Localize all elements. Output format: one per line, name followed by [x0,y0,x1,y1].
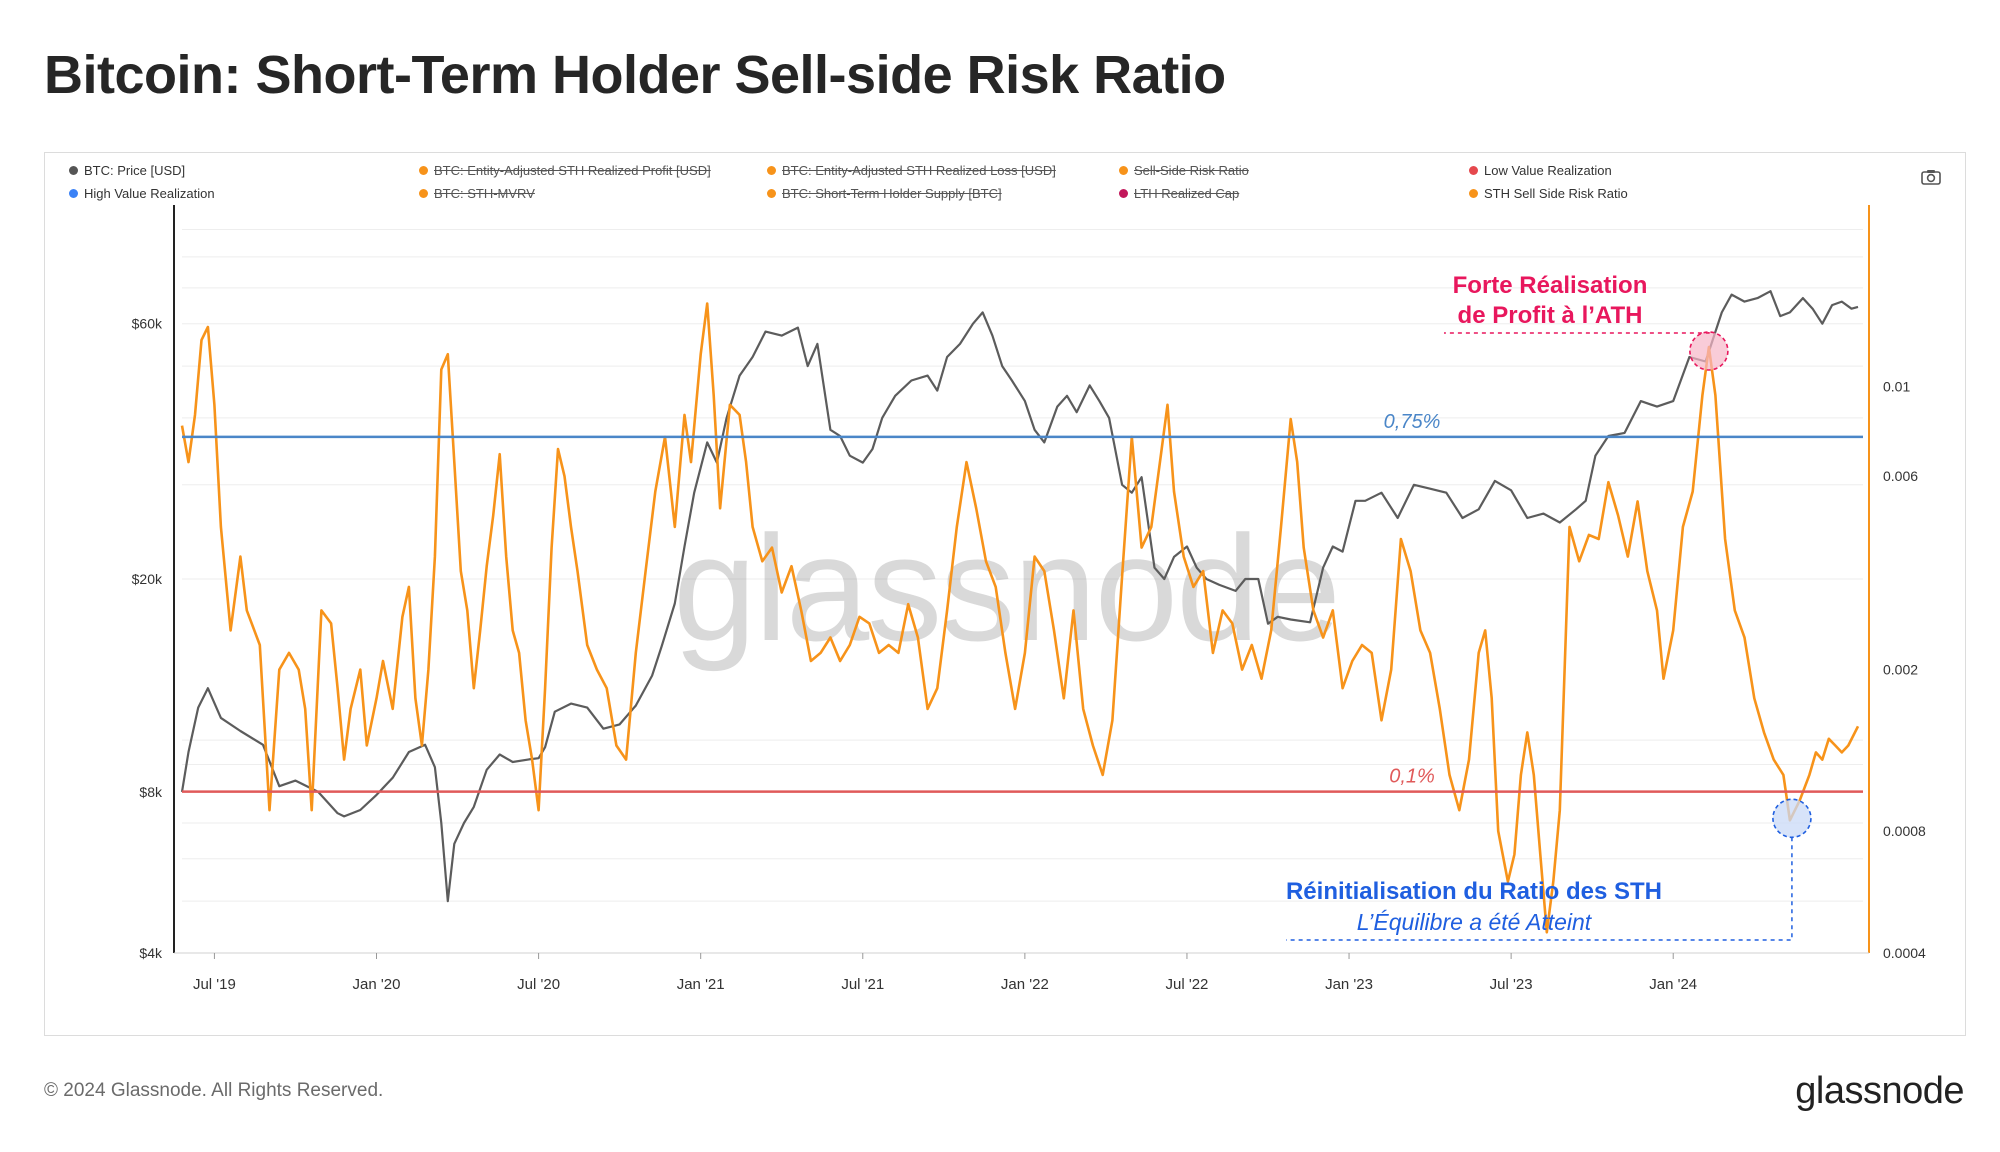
legend-dot [767,166,776,175]
series-layer [180,290,1860,934]
legend-dot [1119,189,1128,198]
legend-dot [69,166,78,175]
x-tick-label: Jan '22 [1001,976,1049,993]
x-tick-label: Jan '21 [677,976,725,993]
y-left-tick-label: $4k [139,945,163,961]
legend-item-sth-sell-side-risk-ratio[interactable]: STH Sell Side Risk Ratio [1469,186,1628,201]
legend-label: LTH Realized Cap [1134,186,1240,201]
y-left-tick-label: $8k [139,784,163,800]
legend-dot [69,189,78,198]
reset-annotation-title: Réinitialisation du Ratio des STH [1286,878,1662,905]
legend-item-high-value-realization[interactable]: High Value Realization [69,186,215,201]
y-right-tick-label: 0.01 [1883,378,1910,394]
legend-label: Sell-Side Risk Ratio [1134,163,1249,178]
annotation-layer: Forte Réalisation de Profit à l’ATH Réinit… [1286,272,1812,941]
legend-item-btc-price[interactable]: BTC: Price [USD] [69,163,185,178]
low-value-label: 0,1% [1389,766,1435,788]
reset-leader-line [1286,837,1793,941]
legend-item-sth-mvrv[interactable]: BTC: STH-MVRV [419,186,535,201]
legend-item-lth-realized-cap[interactable]: LTH Realized Cap [1119,186,1239,201]
high-value-label: 0,75% [1384,411,1441,433]
ath-marker [1689,331,1729,371]
legend-dot [419,166,428,175]
legend-label: BTC: Entity-Adjusted STH Realized Loss [… [782,163,1056,178]
ath-annotation-text: de Profit à l’ATH [1458,302,1643,329]
y-right-tick-label: 0.006 [1883,468,1918,484]
grid-layer [182,228,1863,902]
legend-item-sth-realized-profit[interactable]: BTC: Entity-Adjusted STH Realized Profit… [419,163,711,178]
legend-label: STH Sell Side Risk Ratio [1484,186,1628,201]
copyright-text: © 2024 Glassnode. All Rights Reserved. [44,1080,384,1101]
legend-label: High Value Realization [84,186,215,201]
chart-frame: BTC: Price [USD] BTC: Entity-Adjusted ST… [44,152,1966,1036]
ath-annotation-text: Forte Réalisation [1453,272,1648,299]
y-right-tick-label: 0.0008 [1883,823,1926,839]
reset-annotation-subtitle: L’Équilibre a été Atteint [1357,909,1593,935]
y-right-tick-label: 0.0004 [1883,945,1926,961]
x-tick-label: Jan '24 [1649,976,1697,993]
legend-item-sell-side-risk-ratio[interactable]: Sell-Side Risk Ratio [1119,163,1249,178]
legend-item-sth-realized-loss[interactable]: BTC: Entity-Adjusted STH Realized Loss [… [767,163,1056,178]
legend-label: BTC: STH-MVRV [434,186,535,201]
y-right-tick-label: 0.002 [1883,662,1918,678]
legend-dot [767,189,776,198]
legend-item-low-value-realization[interactable]: Low Value Realization [1469,163,1612,178]
x-tick-label: Jul '23 [1490,976,1533,993]
legend-dot [1119,166,1128,175]
legend-dot [419,189,428,198]
legend-label: BTC: Price [USD] [84,163,186,178]
page-title: Bitcoin: Short-Term Holder Sell-side Ris… [44,45,1226,105]
btc-price-line [180,290,1859,903]
sth-ssr-line [180,302,1860,934]
legend-label: BTC: Entity-Adjusted STH Realized Profit… [434,163,711,178]
y-left-tick-label: $20k [132,571,163,587]
x-tick-label: Jul '19 [193,976,236,993]
legend-label: Low Value Realization [1484,163,1612,178]
y-left-tick-label: $60k [132,316,163,332]
legend-dot [1469,189,1478,198]
legend-item-sth-supply[interactable]: BTC: Short-Term Holder Supply [BTC] [767,186,1002,201]
legend-dot [1469,166,1478,175]
legend-label: BTC: Short-Term Holder Supply [BTC] [782,186,1002,201]
x-tick-label: Jan '23 [1325,976,1373,993]
reference-lines-layer: 0,75% 0,1% [182,411,1863,793]
glassnode-logo: glassnode [1795,1070,1964,1112]
camera-icon[interactable] [1921,169,1941,185]
x-tick-label: Jan '20 [353,976,401,993]
x-tick-label: Jul '20 [517,976,560,993]
x-tick-label: Jul '22 [1166,976,1209,993]
ath-leader-line [1444,331,1710,334]
axis-layer: $4k $8k $20k $60k 0.0004 0.0008 0.002 0.006 0.01… [132,205,1926,993]
reset-marker [1772,798,1812,839]
x-tick-label: Jul '21 [841,976,884,993]
